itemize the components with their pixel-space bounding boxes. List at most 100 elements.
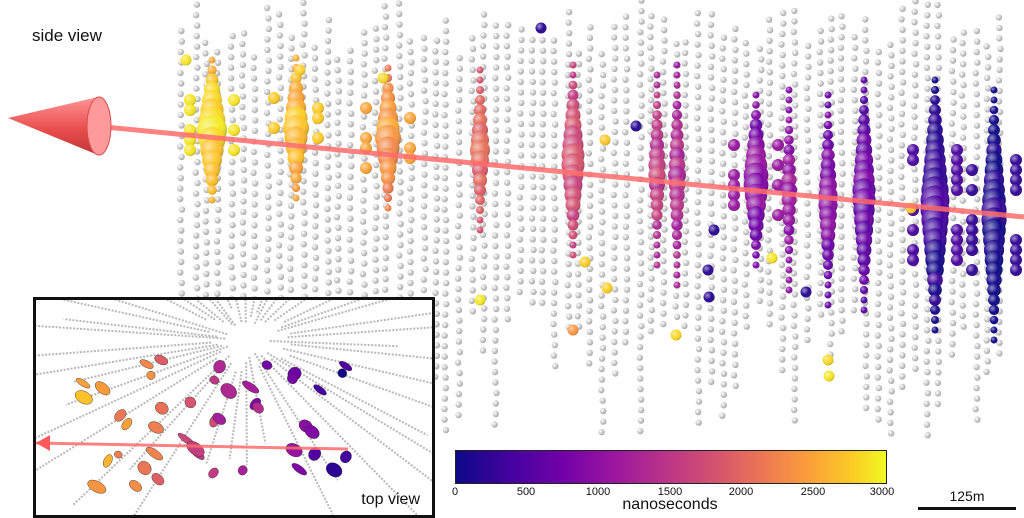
unhit-dom — [791, 406, 798, 414]
unhit-dom — [766, 279, 773, 286]
unhit-dom — [898, 257, 906, 264]
unhit-dom — [598, 428, 605, 436]
unhit-dom — [228, 232, 235, 239]
unhit-dom — [766, 111, 773, 118]
unhit-dom — [741, 92, 748, 99]
unhit-dom — [720, 265, 727, 272]
unhit-dom — [599, 218, 606, 226]
hit-dom-shading — [404, 112, 416, 124]
unhit-dom — [996, 56, 1003, 63]
unhit-dom — [923, 33, 930, 40]
top-view-hit — [102, 454, 113, 468]
hit-dom-shading — [859, 285, 869, 295]
unhit-dom — [837, 65, 845, 72]
unhit-dom — [239, 93, 247, 100]
unhit-dom — [264, 88, 271, 96]
unhit-dom — [442, 227, 449, 234]
unhit-dom — [852, 65, 859, 72]
unhit-dom — [707, 200, 715, 207]
unhit-dom — [972, 300, 980, 308]
unhit-dom — [251, 232, 258, 240]
unhit-dom — [587, 223, 594, 230]
unhit-dom — [441, 111, 448, 119]
unhit-dom — [924, 390, 932, 397]
unhit-dom — [636, 280, 644, 288]
unhit-dom — [948, 67, 956, 75]
unhit-dom — [660, 289, 667, 296]
unhit-dom — [816, 237, 824, 245]
unhit-dom — [720, 234, 727, 241]
unhit-dom — [638, 91, 645, 99]
unhit-dom — [529, 225, 537, 233]
unhit-dom — [900, 289, 907, 296]
unhit-dom — [551, 341, 559, 349]
unhit-dom — [647, 222, 654, 230]
unhit-dom — [470, 234, 477, 241]
unhit-dom — [805, 105, 812, 113]
unhit-dom — [791, 375, 799, 382]
top-view-hit — [146, 446, 163, 461]
unhit-dom — [194, 64, 201, 71]
unhit-dom — [275, 11, 283, 18]
unhit-dom — [406, 227, 414, 234]
unhit-dom — [454, 233, 462, 240]
unhit-dom — [707, 21, 715, 28]
hit-dom-shading — [566, 98, 580, 112]
unhit-dom — [863, 373, 870, 380]
unhit-dom — [720, 118, 727, 125]
unhit-dom — [611, 202, 618, 209]
unhit-dom — [277, 63, 284, 71]
unhit-dom — [660, 268, 667, 275]
unhit-dom — [325, 153, 332, 160]
hit-dom-shading — [475, 195, 485, 205]
unhit-dom — [598, 386, 605, 394]
unhit-dom — [503, 63, 511, 71]
unhit-dom — [983, 368, 990, 375]
unhit-dom — [765, 121, 772, 128]
unhit-dom — [228, 169, 235, 176]
unhit-dom — [382, 233, 389, 241]
hit-dom-shading — [653, 261, 661, 269]
hit-dom-shading — [669, 187, 685, 203]
unhit-dom — [371, 109, 379, 116]
unhit-dom — [238, 72, 246, 79]
unhit-dom — [912, 60, 920, 68]
unhit-dom — [264, 256, 271, 264]
unhit-dom — [192, 169, 199, 176]
unhit-dom — [456, 317, 463, 324]
unhit-dom — [863, 394, 870, 401]
unhit-dom — [850, 307, 857, 314]
unhit-dom — [779, 104, 787, 111]
unhit-dom — [924, 12, 931, 19]
unhit-dom — [346, 205, 354, 212]
top-view-string — [266, 352, 432, 454]
unhit-dom — [442, 59, 450, 66]
unhit-dom — [396, 210, 403, 217]
unhit-dom — [324, 184, 331, 192]
unhit-dom — [529, 131, 536, 138]
unhit-dom — [766, 310, 773, 317]
unhit-dom — [817, 69, 824, 77]
unhit-dom — [912, 323, 919, 330]
unhit-dom — [228, 242, 235, 250]
unhit-dom — [455, 264, 462, 272]
unhit-dom — [456, 369, 463, 377]
unhit-dom — [586, 339, 594, 346]
unhit-dom — [742, 39, 749, 47]
unhit-dom — [239, 240, 247, 247]
hit-dom-shading — [782, 153, 796, 167]
unhit-dom — [899, 236, 906, 243]
hit-dom-shading — [567, 219, 579, 231]
unhit-dom — [324, 205, 331, 213]
unhit-dom — [839, 160, 846, 167]
unhit-dom — [311, 44, 318, 51]
unhit-dom — [766, 247, 774, 254]
unhit-dom — [528, 278, 536, 285]
hit-dom-shading — [673, 71, 681, 79]
unhit-dom — [442, 258, 449, 266]
unhit-dom — [682, 112, 689, 120]
hit-dom-shading — [673, 61, 681, 69]
unhit-dom — [372, 25, 379, 32]
unhit-dom — [647, 33, 654, 41]
unhit-dom — [251, 85, 259, 93]
